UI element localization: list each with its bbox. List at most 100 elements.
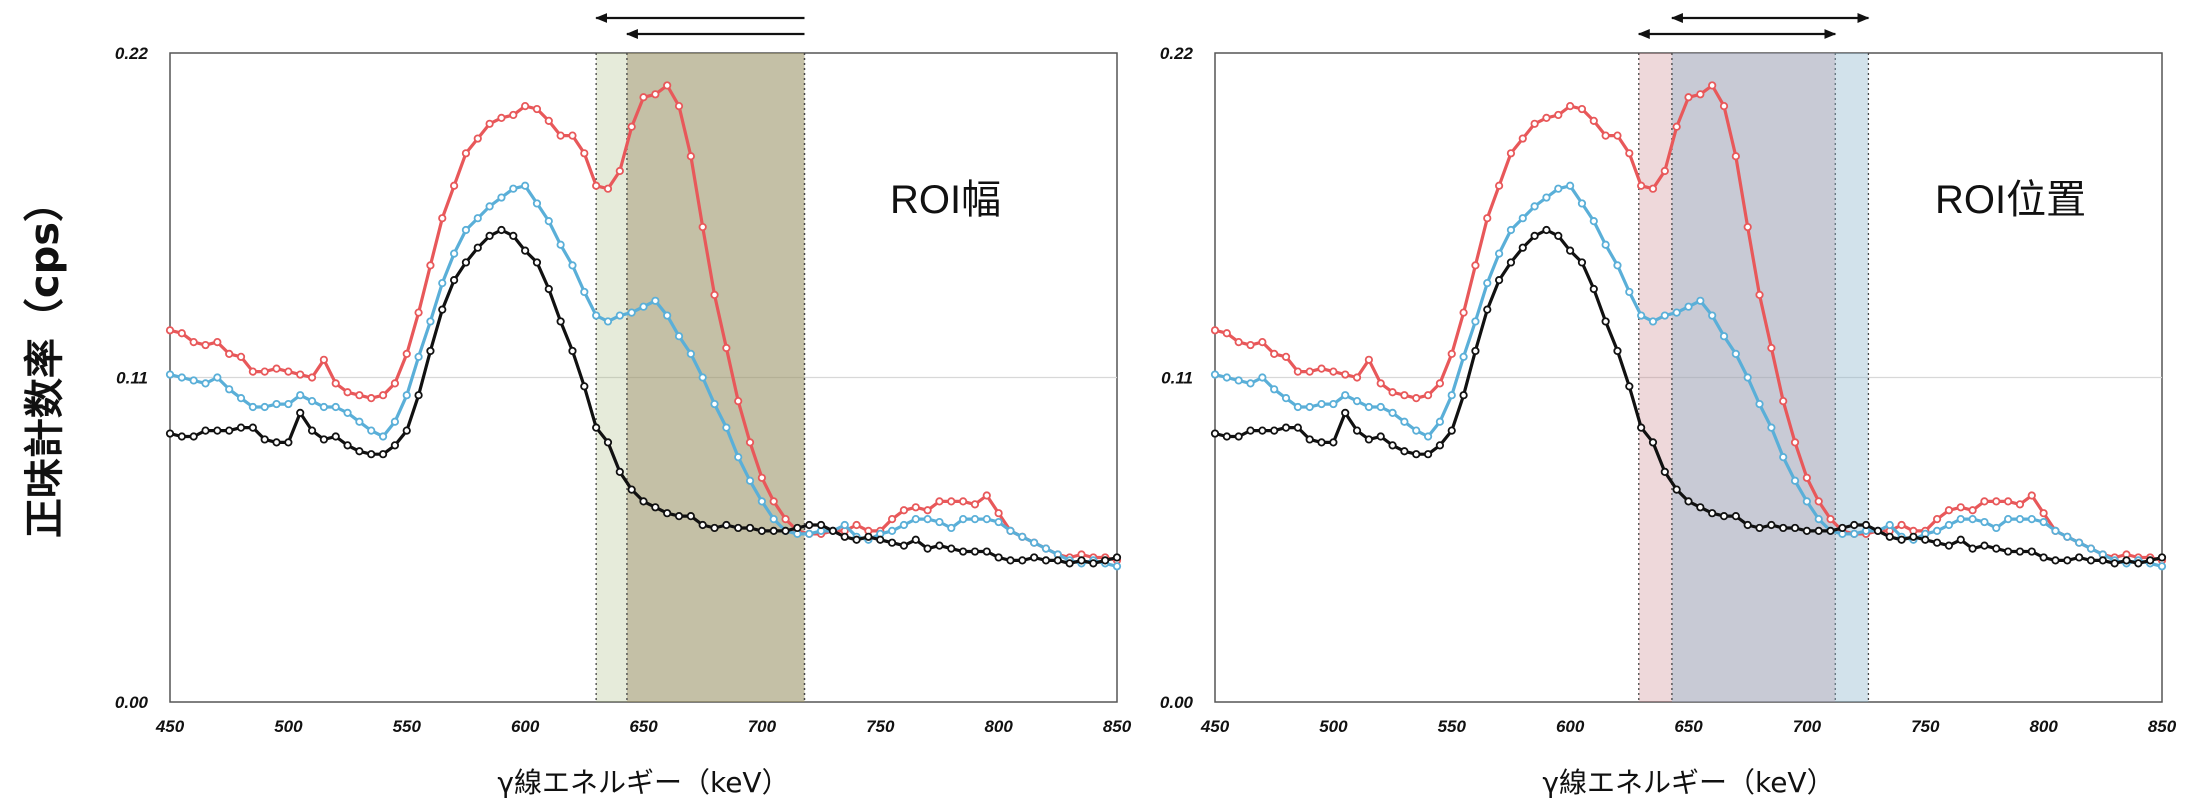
series-point-0: [639, 93, 648, 102]
series-point-1: [698, 373, 707, 382]
series-point-1: [580, 287, 589, 297]
x-tick-label: 500: [274, 717, 303, 736]
series-point-1: [1112, 562, 1122, 571]
series-point-0: [745, 438, 755, 447]
series-point-1: [674, 332, 684, 341]
x-tick-label: 600: [511, 717, 540, 736]
series-point-1: [1495, 249, 1504, 258]
series-point-0: [497, 113, 506, 123]
series-point-0: [1613, 131, 1622, 140]
series-point-2: [390, 441, 400, 450]
series-point-1: [438, 278, 447, 288]
series-point-0: [1992, 497, 2001, 506]
series-point-2: [1921, 535, 1930, 544]
series-point-1: [1471, 317, 1480, 326]
series-point-2: [2134, 559, 2143, 568]
series-point-2: [603, 438, 613, 447]
series-point-1: [201, 379, 210, 388]
series-point-0: [521, 102, 530, 111]
series-point-0: [1755, 290, 1764, 299]
series-point-2: [734, 523, 743, 533]
series-point-1: [1447, 391, 1456, 400]
series-point-0: [1471, 261, 1480, 270]
x-tick-label: 800: [2029, 717, 2058, 736]
series-point-2: [1850, 520, 1859, 530]
series-point-2: [1222, 432, 1231, 441]
series-point-1: [840, 520, 849, 530]
series-point-1: [1625, 287, 1634, 297]
series-point-2: [1601, 317, 1610, 326]
series-point-1: [686, 349, 695, 358]
series-point-1: [1423, 432, 1433, 441]
series-point-1: [1222, 373, 1231, 382]
series-point-2: [461, 258, 471, 267]
series-point-1: [1317, 399, 1326, 409]
y-tick-label: 0.00: [1160, 693, 1194, 712]
series-point-0: [2027, 491, 2036, 500]
series-point-1: [1814, 514, 1823, 524]
series-point-0: [1660, 166, 1669, 176]
series-point-2: [592, 423, 601, 432]
series-point-1: [1006, 526, 1015, 536]
series-point-1: [2004, 514, 2013, 524]
series-point-0: [1648, 184, 1658, 193]
series-point-2: [2110, 559, 2119, 568]
series-point-2: [1637, 423, 1646, 432]
series-point-2: [580, 382, 589, 391]
series-point-1: [1767, 423, 1776, 432]
series-point-1: [899, 520, 909, 530]
series-point-0: [473, 134, 482, 143]
series-point-1: [1018, 532, 1027, 541]
series-point-2: [805, 520, 814, 530]
series-point-1: [935, 517, 944, 527]
series-point-2: [1648, 438, 1658, 447]
series-point-2: [1293, 423, 1302, 432]
series-point-1: [769, 514, 778, 524]
series-point-1: [189, 376, 198, 385]
series-point-1: [272, 399, 281, 409]
series-point-0: [390, 379, 400, 388]
series-point-0: [426, 261, 435, 270]
x-tick-label: 750: [866, 717, 895, 736]
series-point-0: [165, 326, 175, 335]
series-point-2: [319, 435, 328, 444]
series-point-0: [355, 391, 364, 400]
series-point-1: [319, 402, 328, 412]
series-point-1: [734, 453, 743, 462]
series-point-2: [2146, 556, 2155, 565]
series-point-1: [544, 217, 553, 226]
series-point-0: [1554, 110, 1563, 120]
series-point-1: [1293, 402, 1302, 412]
series-point-0: [1790, 438, 1800, 447]
series-point-0: [1696, 90, 1705, 99]
series-point-2: [343, 441, 352, 450]
series-point-1: [805, 529, 814, 538]
series-point-2: [651, 503, 660, 512]
series-point-1: [1968, 514, 1977, 524]
series-point-2: [1708, 509, 1717, 518]
series-point-2: [284, 438, 293, 447]
series-point-2: [1589, 284, 1598, 294]
series-point-2: [2063, 556, 2072, 565]
series-point-2: [1352, 426, 1362, 435]
series-point-2: [1779, 523, 1788, 533]
series-point-0: [627, 122, 636, 131]
series-point-1: [1281, 394, 1291, 403]
series-point-0: [1625, 149, 1634, 158]
series-point-1: [378, 432, 388, 441]
series-point-2: [532, 258, 542, 267]
series-point-2: [1672, 485, 1681, 494]
series-point-1: [1956, 514, 1965, 524]
series-point-2: [1530, 231, 1539, 240]
series-point-1: [165, 370, 175, 379]
series-point-1: [449, 249, 459, 258]
series-point-1: [213, 373, 222, 382]
series-point-2: [1459, 391, 1468, 400]
series-point-2: [1660, 467, 1669, 476]
y-tick-label: 0.22: [115, 44, 149, 63]
series-point-1: [745, 476, 755, 485]
series-point-0: [959, 497, 968, 506]
series-point-1: [1613, 261, 1622, 270]
series-point-1: [1802, 497, 1811, 506]
series-point-2: [1944, 541, 1954, 550]
